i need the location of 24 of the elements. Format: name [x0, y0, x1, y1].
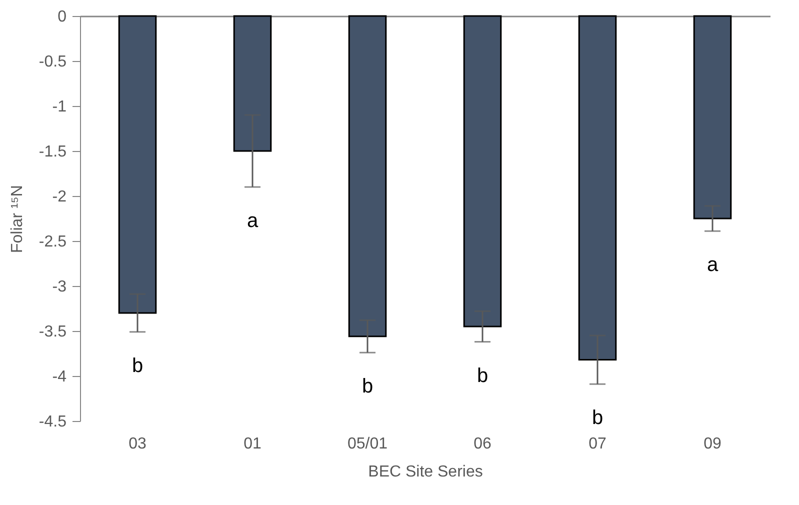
y-tick-label: 0 [58, 8, 67, 26]
y-tick-label: -3 [52, 278, 67, 296]
x-tick-label: 06 [474, 436, 492, 452]
x-tick-label: 09 [704, 436, 722, 452]
x-axis-title: BEC Site Series [368, 464, 483, 480]
annotation: b [592, 407, 604, 430]
x-tick-label: 05/01 [347, 436, 388, 452]
x-tick-label: 01 [244, 436, 262, 452]
y-tick-label: -2.5 [38, 234, 67, 250]
annotation: b [362, 376, 374, 398]
annotation: a [706, 254, 719, 276]
y-tick-label: -3.5 [38, 324, 67, 340]
y-tick-label: -1.5 [38, 144, 67, 160]
annotation: a [246, 210, 259, 232]
y-tick-label: -4 [52, 368, 67, 386]
y-tick-label: -0.5 [38, 54, 67, 70]
y-axis-title: Foliar ¹⁵N [8, 185, 26, 253]
y-tick-label: -2 [52, 188, 67, 206]
annotation: b [132, 354, 144, 377]
y-tick-label: -1 [52, 98, 67, 116]
y-tick-label: -4.5 [38, 414, 67, 430]
x-tick-label: 03 [128, 436, 146, 452]
annotation: b [476, 364, 488, 387]
x-tick-label: 07 [588, 436, 606, 452]
